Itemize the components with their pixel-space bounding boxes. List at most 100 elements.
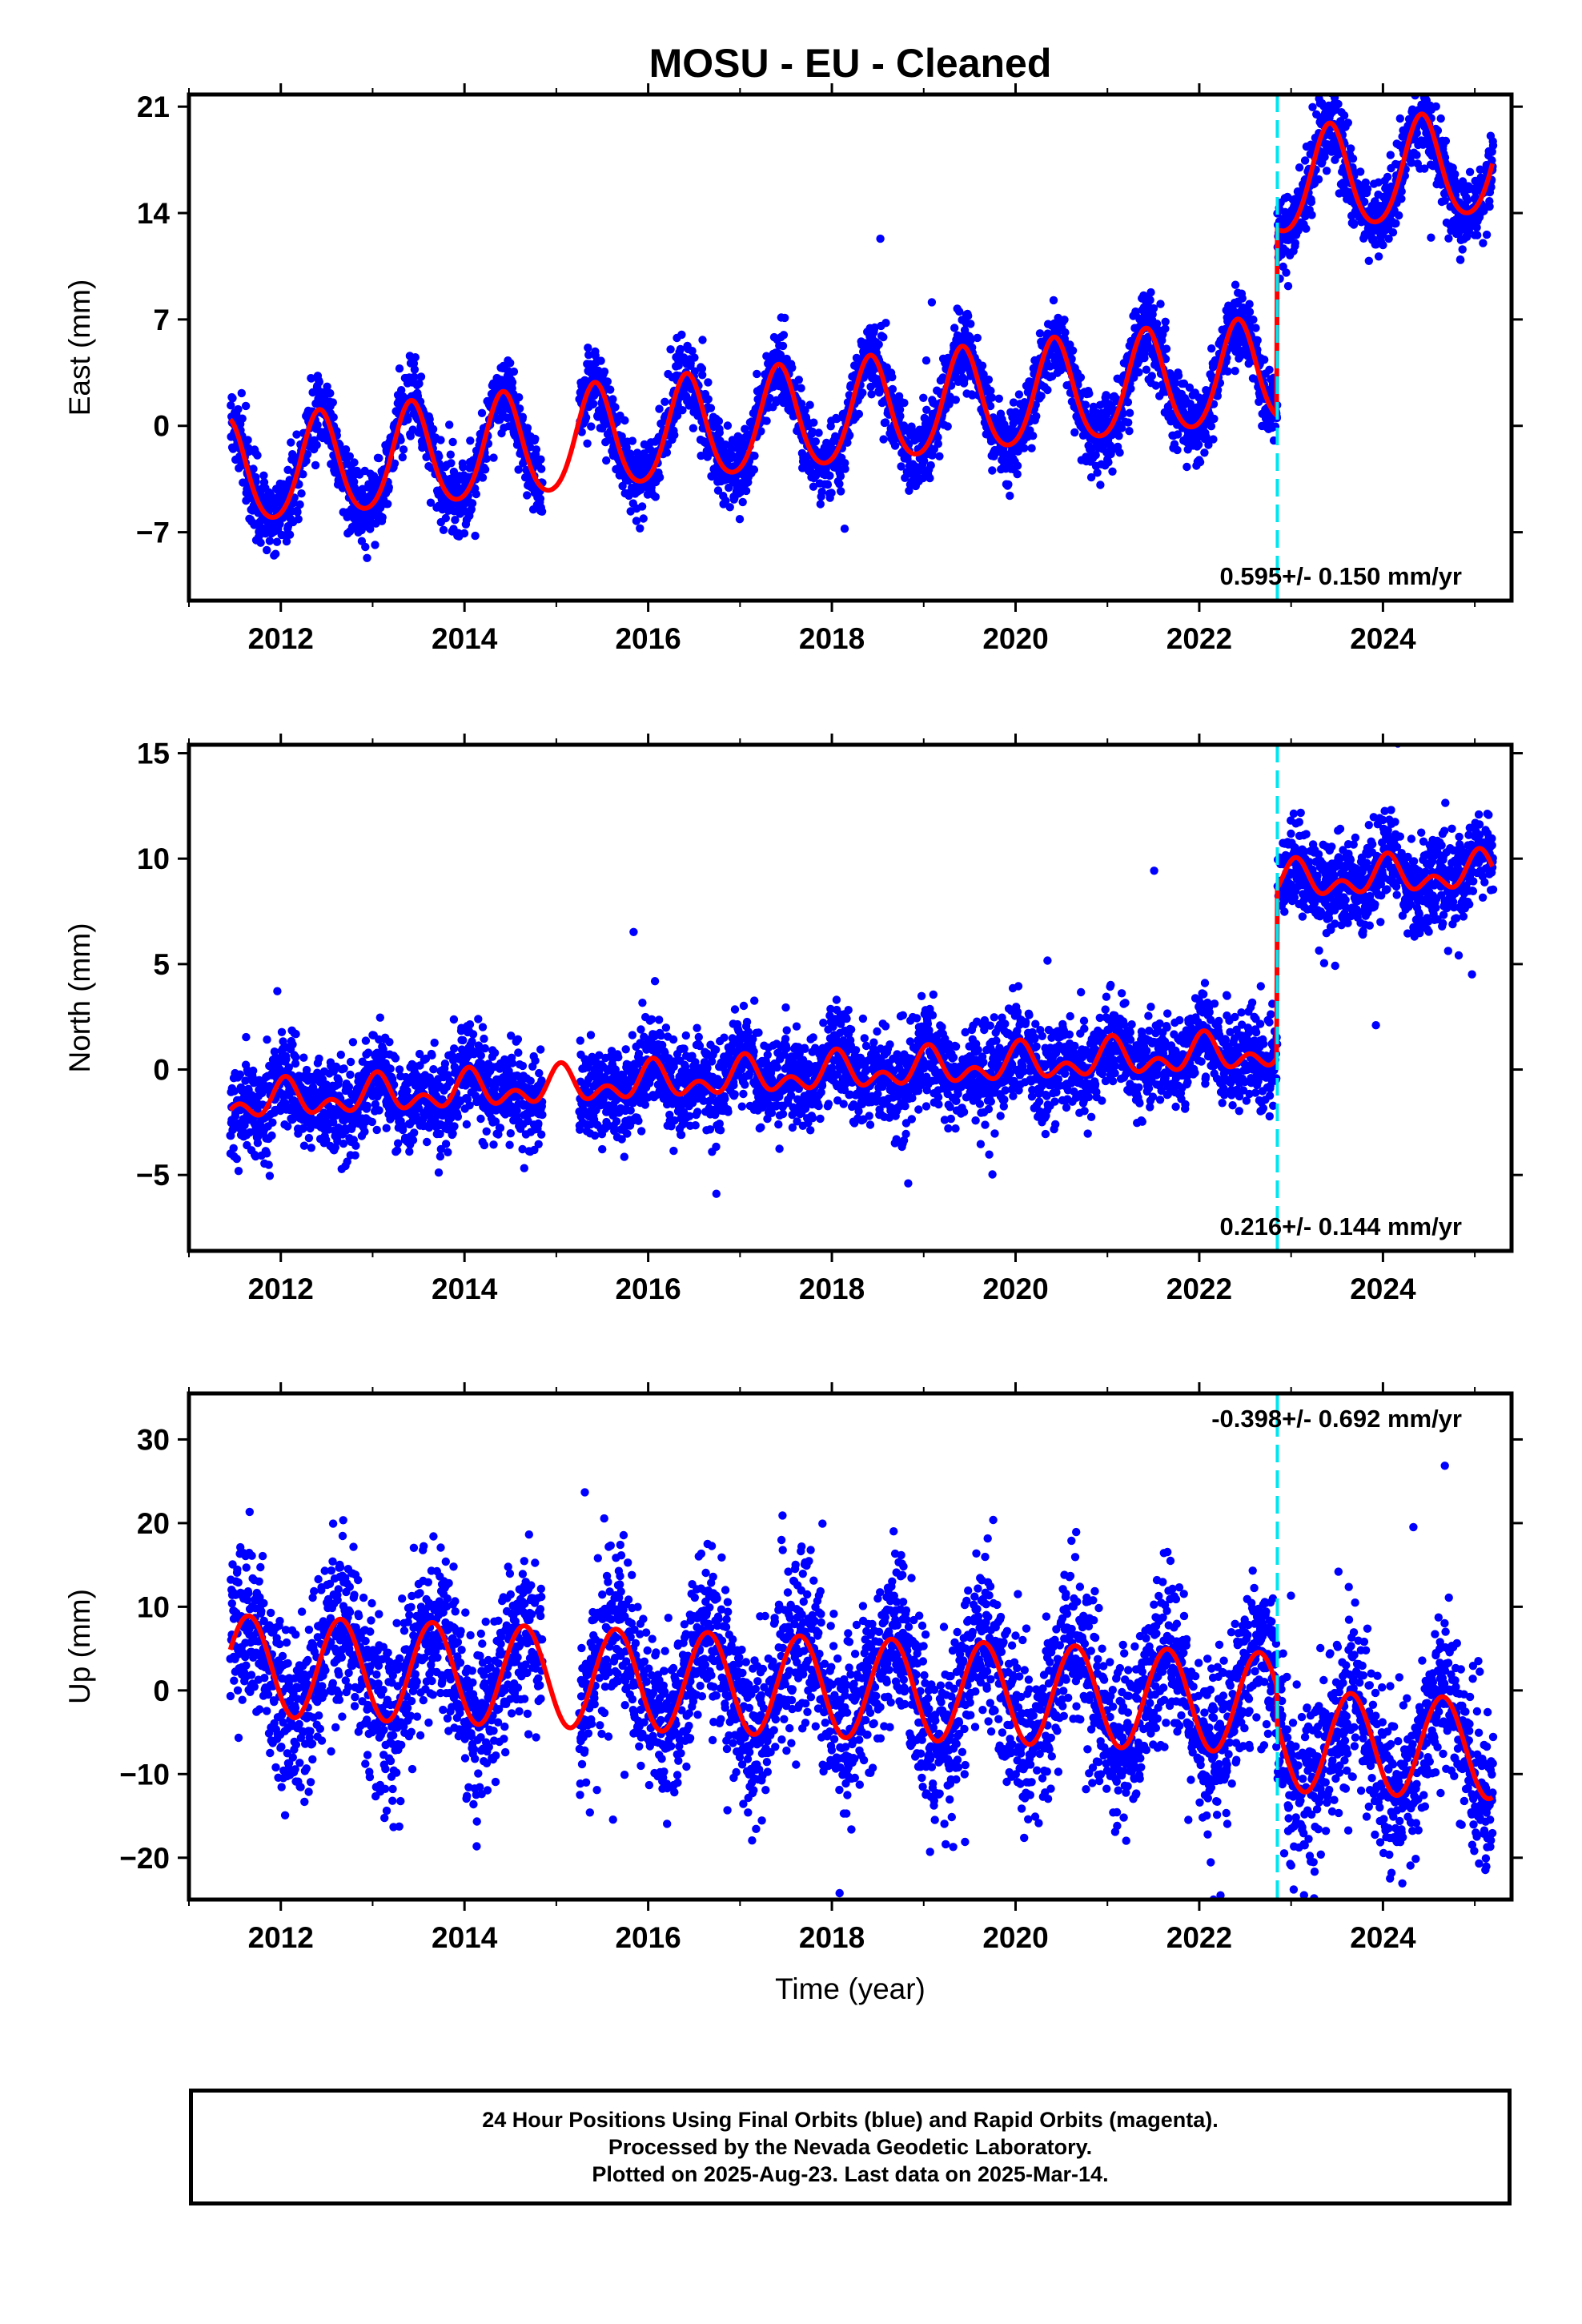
data-point bbox=[919, 393, 928, 402]
data-points bbox=[226, 745, 1498, 1198]
data-point bbox=[628, 436, 637, 445]
data-point bbox=[888, 372, 897, 382]
data-point bbox=[900, 398, 909, 408]
data-point bbox=[1456, 255, 1465, 264]
data-point bbox=[781, 313, 789, 323]
data-point bbox=[341, 445, 351, 454]
data-point bbox=[837, 487, 845, 496]
data-point bbox=[636, 524, 644, 533]
data-point bbox=[1245, 300, 1254, 308]
data-point bbox=[525, 443, 535, 452]
data-point bbox=[1108, 467, 1117, 476]
y-tick-label: −7 bbox=[136, 517, 170, 549]
data-point bbox=[637, 502, 647, 511]
data-point bbox=[1348, 154, 1358, 163]
data-point bbox=[232, 1154, 241, 1164]
data-point bbox=[662, 448, 672, 457]
data-point bbox=[1395, 211, 1403, 220]
data-point bbox=[509, 367, 519, 376]
data-point bbox=[1104, 458, 1113, 467]
data-point bbox=[256, 538, 265, 547]
data-point bbox=[1427, 233, 1435, 242]
data-point bbox=[249, 1066, 258, 1076]
data-point bbox=[411, 353, 420, 362]
data-point bbox=[508, 378, 517, 387]
data-point bbox=[951, 396, 961, 404]
data-point bbox=[926, 473, 934, 483]
data-point bbox=[348, 1038, 358, 1047]
data-point bbox=[268, 1118, 277, 1127]
data-point bbox=[778, 341, 788, 351]
data-point bbox=[1006, 491, 1014, 501]
data-point bbox=[738, 497, 747, 507]
data-point bbox=[383, 500, 392, 509]
data-point bbox=[805, 400, 814, 409]
data-point bbox=[1162, 344, 1171, 353]
data-point bbox=[304, 1133, 314, 1143]
data-point bbox=[287, 438, 295, 447]
data-point bbox=[272, 537, 282, 546]
data-point bbox=[988, 466, 997, 475]
data-point bbox=[234, 404, 243, 414]
data-point bbox=[1295, 163, 1304, 172]
data-point bbox=[328, 398, 337, 407]
data-point bbox=[1085, 389, 1094, 398]
data-point bbox=[265, 1172, 275, 1180]
data-point bbox=[357, 525, 366, 535]
data-point bbox=[750, 452, 759, 460]
data-point bbox=[1388, 228, 1398, 237]
data-point bbox=[655, 472, 665, 482]
data-point bbox=[1035, 329, 1045, 338]
data-point bbox=[690, 367, 699, 376]
data-point bbox=[1146, 296, 1154, 304]
data-points bbox=[227, 78, 1498, 562]
data-point bbox=[835, 480, 844, 489]
data-point bbox=[725, 483, 733, 493]
data-point bbox=[584, 344, 592, 352]
data-point bbox=[307, 374, 315, 383]
data-point bbox=[378, 513, 387, 522]
data-point bbox=[1383, 172, 1392, 182]
data-point bbox=[1207, 422, 1216, 431]
data-point bbox=[468, 499, 477, 508]
data-point bbox=[697, 451, 705, 460]
data-point bbox=[404, 415, 412, 424]
data-point bbox=[794, 376, 803, 384]
data-point bbox=[1408, 78, 1416, 86]
data-point bbox=[1374, 252, 1383, 261]
data-point bbox=[228, 394, 237, 403]
data-point bbox=[841, 464, 849, 473]
data-point bbox=[1004, 480, 1013, 489]
data-point bbox=[600, 367, 609, 376]
data-point bbox=[395, 364, 404, 373]
data-point bbox=[1161, 317, 1170, 326]
data-point bbox=[1124, 418, 1133, 427]
data-point bbox=[840, 525, 849, 533]
data-point bbox=[293, 508, 302, 517]
data-point bbox=[1102, 391, 1110, 400]
data-point bbox=[285, 530, 295, 539]
data-point bbox=[881, 319, 890, 328]
data-point bbox=[854, 409, 864, 419]
data-point bbox=[698, 371, 707, 380]
data-point bbox=[1070, 428, 1079, 437]
data-point bbox=[361, 542, 370, 552]
data-point bbox=[350, 458, 359, 467]
data-point bbox=[735, 515, 745, 524]
data-point bbox=[302, 1065, 311, 1075]
data-point bbox=[1125, 408, 1134, 417]
data-point bbox=[263, 1149, 271, 1158]
data-point bbox=[1364, 256, 1374, 265]
data-point bbox=[242, 1032, 251, 1042]
data-point bbox=[714, 416, 724, 426]
data-point bbox=[480, 465, 490, 474]
data-point bbox=[1379, 240, 1387, 250]
data-point bbox=[827, 489, 836, 497]
data-point bbox=[237, 388, 246, 398]
plot-area bbox=[227, 78, 1498, 562]
data-point bbox=[655, 404, 664, 413]
data-point bbox=[439, 525, 448, 534]
data-point bbox=[1307, 211, 1316, 219]
data-point bbox=[879, 435, 888, 444]
